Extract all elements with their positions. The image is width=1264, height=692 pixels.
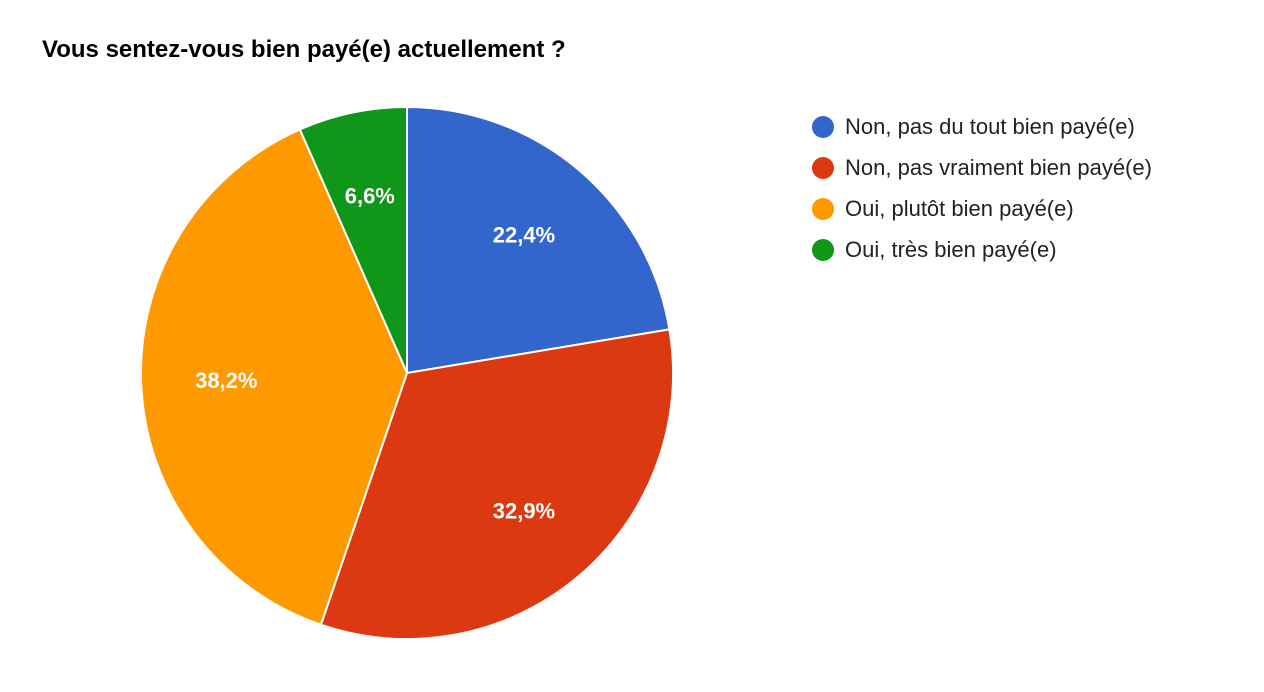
legend-swatch-icon (812, 197, 834, 220)
legend-item-1[interactable]: Non, pas du tout bien payé(e) (812, 106, 1152, 147)
pie-slice-labels: 22,4% 32,9% 38,2% 6,6% (195, 183, 555, 523)
pie-slice-label-3: 38,2% (195, 368, 257, 393)
legend-item-2[interactable]: Non, pas vraiment bien payé(e) (812, 147, 1152, 188)
pie-slice-label-2: 32,9% (493, 498, 555, 523)
pie-slice-4[interactable] (298, 105, 408, 374)
pie-slice-label-4: 6,6% (345, 183, 395, 208)
legend-item-3[interactable]: Oui, plutôt bien payé(e) (812, 188, 1152, 229)
legend-swatch-icon (812, 115, 834, 138)
pie-slices (140, 105, 674, 640)
pie-slice-2[interactable] (319, 328, 674, 640)
legend-label: Oui, très bien payé(e) (845, 236, 1057, 262)
pie-slice-1[interactable] (406, 105, 671, 375)
legend: Non, pas du tout bien payé(e) Non, pas vr… (812, 106, 1152, 270)
legend-item-4[interactable]: Oui, très bien payé(e) (812, 229, 1152, 270)
legend-label: Non, pas du tout bien payé(e) (845, 113, 1135, 139)
legend-label: Oui, plutôt bien payé(e) (845, 195, 1074, 221)
chart-title: Vous sentez-vous bien payé(e) actuelleme… (42, 36, 566, 63)
pie-slice-label-1: 22,4% (493, 223, 555, 248)
pie-slice-3[interactable] (140, 128, 409, 626)
legend-label: Non, pas vraiment bien payé(e) (845, 154, 1152, 180)
legend-swatch-icon (812, 156, 834, 179)
legend-swatch-icon (812, 238, 834, 261)
